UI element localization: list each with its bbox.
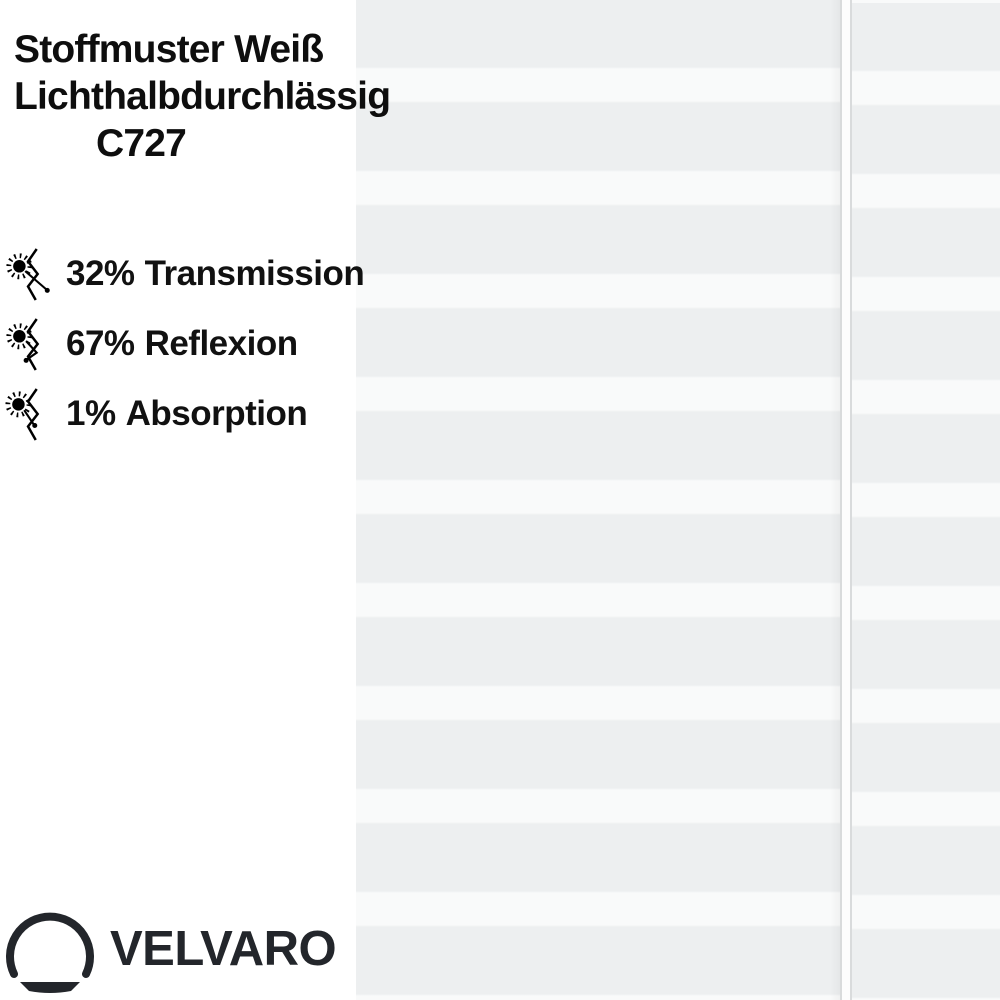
dome-awning-icon [6, 912, 94, 993]
spec-row-absorption: 1% Absorption [4, 386, 364, 442]
title-line-3-color-code: C727 [96, 122, 187, 165]
striped-fabric-swatch-left-panel [356, 0, 840, 1000]
sun-ray-absorption-icon [4, 388, 40, 441]
brand-logo: VELVARO [6, 901, 337, 995]
spec-text: 32% Transmission [66, 254, 365, 294]
spec-value: 1% [66, 394, 116, 433]
title-line-1: Stoffmuster Weiß [14, 28, 324, 71]
product-title: Stoffmuster Weiß Lichthalbdurchlässig C7… [14, 26, 391, 167]
fabric-seam-line [830, 0, 852, 1000]
spec-value: 67% [66, 324, 135, 363]
light-spec-list: 32% Transmission 67% Reflexion 1% Abs [4, 246, 365, 456]
spec-label: Absorption [125, 394, 308, 433]
spec-label: Reflexion [144, 324, 299, 363]
spec-label: Transmission [144, 254, 365, 293]
spec-row-transmission: 32% Transmission [4, 246, 365, 302]
spec-text: 1% Absorption [66, 394, 308, 434]
brand-name: VELVARO [110, 922, 337, 976]
title-line-2: Lichthalbdurchlässig [14, 75, 391, 118]
striped-fabric-swatch-right-panel [852, 0, 1000, 1000]
sun-ray-transmission-icon [4, 248, 50, 301]
sun-ray-reflection-icon [4, 318, 40, 371]
spec-text: 67% Reflexion [66, 324, 298, 364]
spec-value: 32% [66, 254, 135, 293]
spec-row-reflection: 67% Reflexion [4, 316, 364, 372]
